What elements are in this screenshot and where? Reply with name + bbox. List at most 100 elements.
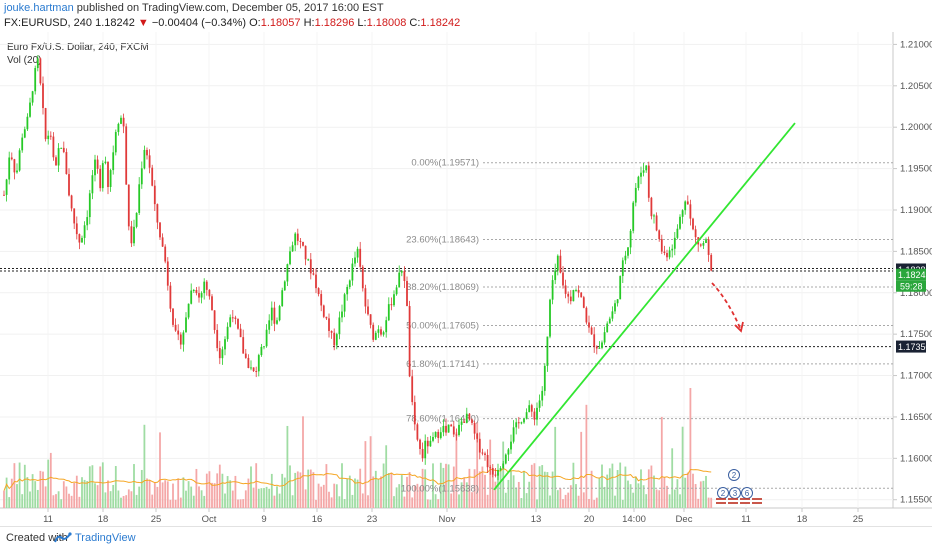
volume-bar <box>554 426 557 508</box>
candle-body <box>29 102 31 117</box>
candle-body <box>447 424 450 433</box>
y-axis-tick-label: 1.20500 <box>900 81 932 92</box>
candle-body <box>673 237 676 249</box>
candle-body <box>408 306 411 377</box>
volume-bar <box>49 452 52 508</box>
y-axis-tick-label: 1.20000 <box>900 122 932 133</box>
candle-body <box>42 83 44 109</box>
candle-body <box>75 223 78 235</box>
candle-body <box>608 318 611 324</box>
volume-bar <box>411 497 414 508</box>
volume-bar <box>393 496 395 508</box>
volume-bar <box>562 499 564 508</box>
price-tag-label: 1.18242 <box>898 270 931 280</box>
candle-body <box>549 299 551 337</box>
volume-bar <box>530 464 533 508</box>
volume-bar <box>424 469 427 508</box>
candle-body <box>182 332 185 345</box>
candle-body <box>99 168 102 189</box>
candle-body <box>569 296 572 302</box>
volume-bar <box>653 475 655 508</box>
volume-bar <box>166 481 169 508</box>
candle-body <box>694 229 697 238</box>
candle-body <box>283 281 286 291</box>
candle-body <box>161 237 164 247</box>
volume-bar <box>244 490 247 508</box>
countdown-label: 59:28 <box>900 282 923 292</box>
volume-bar <box>190 486 193 508</box>
candle-body <box>354 257 356 264</box>
volume-bar <box>655 489 658 508</box>
volume-bar <box>148 479 151 508</box>
y-axis-tick-label: 1.15500 <box>900 495 932 506</box>
volume-bar <box>203 495 206 508</box>
candle-body <box>127 184 130 227</box>
volume-bar <box>497 473 499 508</box>
candle-body <box>257 355 260 372</box>
candle-body <box>276 320 278 324</box>
volume-bar <box>36 489 39 508</box>
candle-body <box>55 157 57 166</box>
candle-body <box>23 129 26 138</box>
price-chart[interactable]: Euro Fx/U.S. Dollar, 240, FXCM Vol (20) … <box>0 0 932 526</box>
candle-body <box>590 327 593 335</box>
volume-bar <box>564 494 567 508</box>
candle-body <box>361 266 364 289</box>
candle-body <box>439 432 442 438</box>
volume-bar <box>536 499 538 508</box>
y-axis-tick-label: 1.16000 <box>900 453 932 464</box>
volume-bar <box>372 476 375 508</box>
candle-body <box>556 255 559 271</box>
candle-body <box>190 290 193 304</box>
author-link[interactable]: jouke.hartman <box>4 2 74 14</box>
candle-body <box>109 170 112 187</box>
event-badge[interactable] <box>728 469 740 481</box>
volume-bar <box>606 474 609 508</box>
volume-bar <box>559 488 562 508</box>
open-value: 1.18057 <box>260 17 301 29</box>
candle-body <box>702 242 705 246</box>
low-value: 1.18008 <box>366 17 407 29</box>
volume-bar <box>294 472 297 508</box>
volume-bar <box>673 489 676 508</box>
y-axis-tick-label: 1.21000 <box>900 39 932 50</box>
candle-body <box>205 281 208 290</box>
tradingview-link[interactable]: TradingView <box>75 532 136 544</box>
flag-stripe <box>728 500 738 502</box>
volume-bar <box>632 492 635 508</box>
volume-bar <box>138 486 141 508</box>
volume-bar <box>255 463 258 508</box>
volume-bar <box>567 492 570 508</box>
candle-body <box>200 293 203 298</box>
volume-bar <box>83 479 86 508</box>
candle-body <box>231 317 234 319</box>
candle-body <box>595 346 598 349</box>
trendline[interactable] <box>493 122 796 491</box>
volume-bar <box>504 492 507 508</box>
candle-body <box>114 132 117 153</box>
candle-body <box>174 324 177 331</box>
volume-bar <box>705 475 707 508</box>
volume-bar <box>692 473 694 508</box>
volume-bar <box>226 476 229 508</box>
volume-bar <box>525 493 528 508</box>
candle-body <box>101 163 104 189</box>
candle-body <box>335 334 338 346</box>
volume-bar <box>447 464 450 508</box>
volume-bar <box>619 462 622 508</box>
volume-bar <box>707 497 710 508</box>
volume-bar <box>99 466 102 508</box>
change-value: −0.00404 (−0.34%) <box>151 17 247 29</box>
volume-bar <box>702 480 705 508</box>
candle-body <box>312 273 315 275</box>
price-tag-label: 1.17350 <box>898 342 931 352</box>
volume-bar <box>437 499 440 508</box>
candle-body <box>372 324 375 340</box>
volume-bar <box>122 496 125 508</box>
candle-body <box>634 187 637 203</box>
volume-bar <box>471 492 473 508</box>
volume-bar <box>580 431 583 508</box>
volume-bar <box>621 499 624 508</box>
volume-bar <box>252 487 255 508</box>
candle-body <box>62 147 65 153</box>
